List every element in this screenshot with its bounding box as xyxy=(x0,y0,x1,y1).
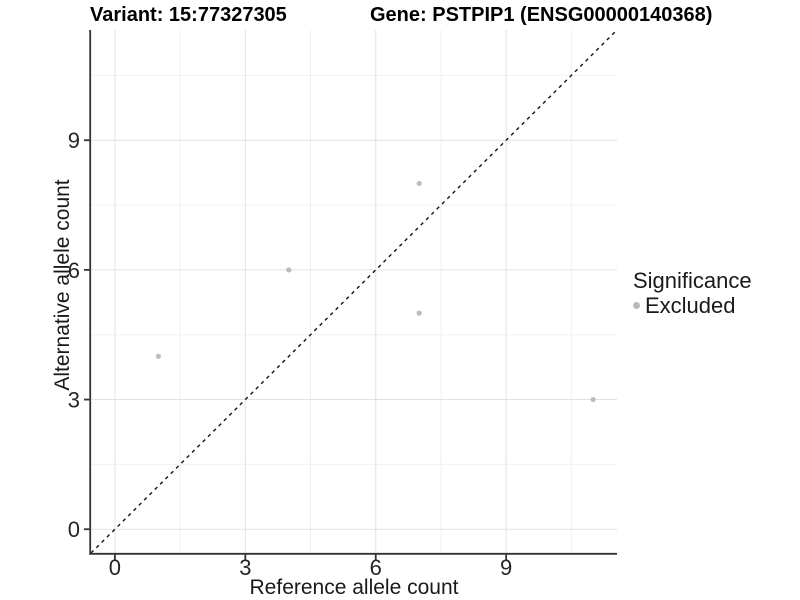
legend-item-excluded: Excluded xyxy=(633,293,752,318)
x-tick-label: 6 xyxy=(370,555,382,580)
y-tick-label: 6 xyxy=(68,258,80,283)
y-tick-label: 0 xyxy=(68,517,80,542)
y-tick-label: 3 xyxy=(68,388,80,413)
gene-title: Gene: PSTPIP1 (ENSG00000140368) xyxy=(370,4,713,26)
excluded-point-icon xyxy=(633,302,640,309)
data-point xyxy=(286,267,292,273)
identity-line xyxy=(90,29,618,554)
x-axis-title: Reference allele count xyxy=(249,576,459,599)
y-axis-title: Alternative allele count xyxy=(51,179,74,391)
y-tick-label: 9 xyxy=(68,128,80,153)
legend: Significance Excluded xyxy=(633,268,752,318)
x-tick-label: 3 xyxy=(239,555,251,580)
data-point xyxy=(416,180,422,187)
data-point xyxy=(590,396,596,403)
legend-item-label: Excluded xyxy=(645,293,736,318)
data-point xyxy=(155,353,161,359)
x-tick-label: 0 xyxy=(109,555,121,580)
data-point xyxy=(416,310,422,316)
x-tick-label: 9 xyxy=(500,555,512,580)
legend-title: Significance xyxy=(633,268,752,293)
variant-title: Variant: 15:77327305 xyxy=(90,4,287,26)
